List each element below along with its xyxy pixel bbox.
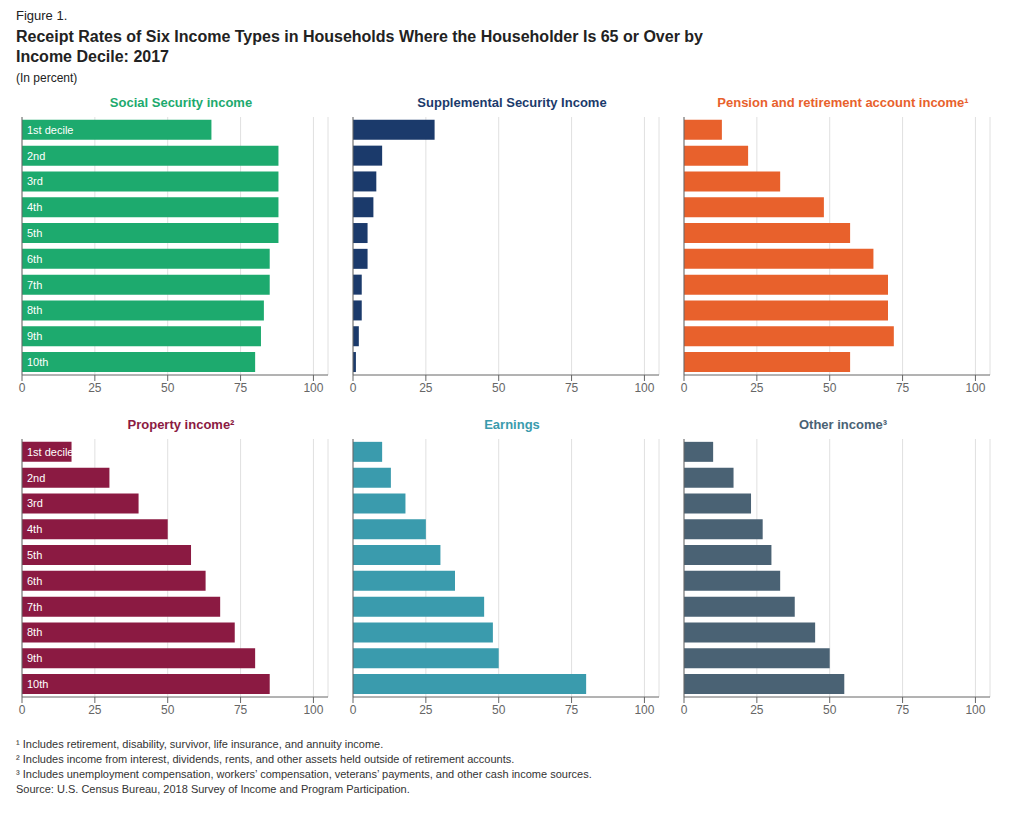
- html-text:² Includes income from interes: ² Includes income from interest, dividen…: [16, 753, 515, 765]
- svg-text:25: 25: [88, 381, 102, 395]
- svg-text:25: 25: [419, 381, 433, 395]
- svg-text:5th: 5th: [27, 227, 42, 239]
- svg-text:0: 0: [19, 703, 26, 717]
- svg-text:100: 100: [965, 381, 985, 395]
- svg-text:100: 100: [634, 703, 654, 717]
- svg-text:2nd: 2nd: [27, 472, 45, 484]
- svg-text:7th: 7th: [27, 601, 42, 613]
- svg-text:0: 0: [681, 381, 688, 395]
- svg-text:6th: 6th: [27, 575, 42, 587]
- svg-text:75: 75: [896, 703, 910, 717]
- html-text:Figure 1.: Figure 1.: [16, 8, 68, 23]
- svg-text:50: 50: [823, 703, 837, 717]
- html-text:Pension and retirement account: Pension and retirement account income¹: [717, 95, 969, 110]
- svg-text:75: 75: [565, 703, 579, 717]
- html-text:Supplemental Security Income: Supplemental Security Income: [417, 95, 607, 110]
- html-text:(In percent): (In percent): [16, 71, 78, 85]
- svg-text:5th: 5th: [27, 549, 42, 561]
- html-text:Social Security income: Social Security income: [109, 95, 253, 110]
- svg-text:1st decile: 1st decile: [27, 446, 73, 458]
- svg-text:3rd: 3rd: [27, 497, 43, 509]
- svg-text:9th: 9th: [27, 652, 42, 664]
- html-text:Income Decile: 2017: Income Decile: 2017: [16, 48, 169, 65]
- svg-text:75: 75: [896, 381, 910, 395]
- svg-text:25: 25: [750, 703, 764, 717]
- svg-text:75: 75: [565, 381, 579, 395]
- svg-text:4th: 4th: [27, 523, 42, 535]
- svg-text:0: 0: [681, 703, 688, 717]
- svg-text:100: 100: [965, 703, 985, 717]
- svg-text:50: 50: [492, 703, 506, 717]
- svg-text:25: 25: [88, 703, 102, 717]
- html-text:Other income³: Other income³: [798, 417, 888, 432]
- svg-text:6th: 6th: [27, 253, 42, 265]
- svg-text:75: 75: [234, 381, 248, 395]
- svg-text:1st decile: 1st decile: [27, 124, 73, 136]
- svg-text:3rd: 3rd: [27, 175, 43, 187]
- svg-text:50: 50: [823, 381, 837, 395]
- svg-text:10th: 10th: [27, 356, 48, 368]
- svg-text:25: 25: [419, 703, 433, 717]
- svg-text:50: 50: [161, 381, 175, 395]
- svg-text:75: 75: [234, 703, 248, 717]
- svg-text:100: 100: [634, 381, 654, 395]
- svg-text:0: 0: [350, 703, 357, 717]
- html-text:Receipt Rates of Six Income Ty: Receipt Rates of Six Income Types in Hou…: [16, 28, 703, 45]
- svg-text:100: 100: [303, 703, 323, 717]
- svg-text:8th: 8th: [27, 626, 42, 638]
- html-text:Property income²: Property income²: [127, 417, 235, 432]
- svg-text:8th: 8th: [27, 304, 42, 316]
- svg-text:4th: 4th: [27, 201, 42, 213]
- svg-text:50: 50: [492, 381, 506, 395]
- svg-text:2nd: 2nd: [27, 150, 45, 162]
- html-text:Earnings: Earnings: [484, 417, 540, 432]
- svg-text:10th: 10th: [27, 678, 48, 690]
- html-text:Source: U.S. Census Bureau, 20: Source: U.S. Census Bureau, 2018 Survey …: [16, 783, 410, 795]
- svg-text:9th: 9th: [27, 330, 42, 342]
- svg-text:50: 50: [161, 703, 175, 717]
- svg-text:0: 0: [350, 381, 357, 395]
- svg-text:7th: 7th: [27, 279, 42, 291]
- svg-text:100: 100: [303, 381, 323, 395]
- svg-text:0: 0: [19, 381, 26, 395]
- html-text:³ Includes unemployment compen: ³ Includes unemployment compensation, wo…: [16, 768, 592, 780]
- html-text:¹ Includes retirement, disabil: ¹ Includes retirement, disability, survi…: [16, 738, 384, 750]
- svg-text:25: 25: [750, 381, 764, 395]
